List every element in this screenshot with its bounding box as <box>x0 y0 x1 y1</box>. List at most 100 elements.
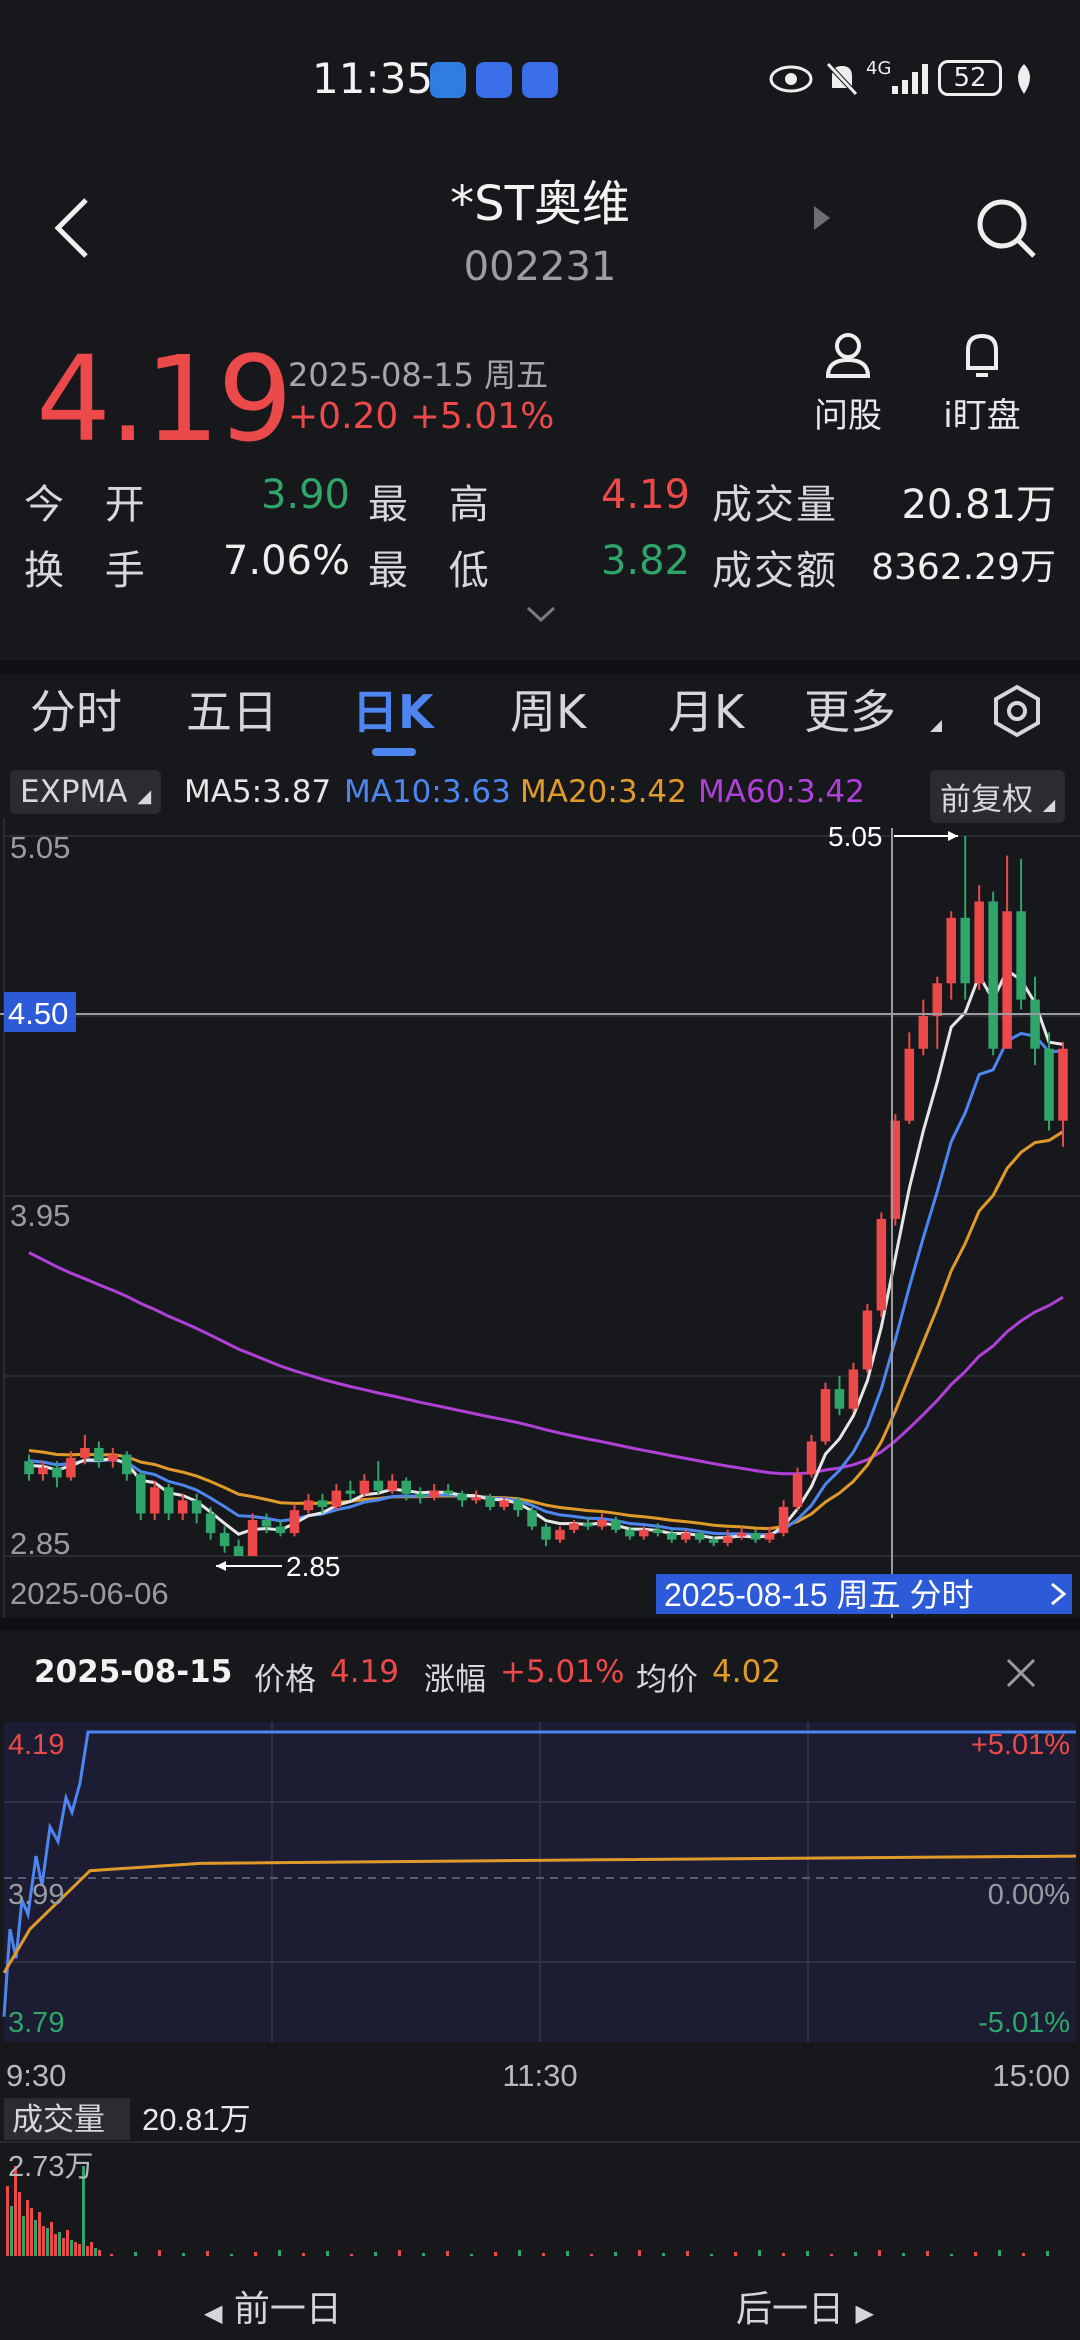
intraday-chart[interactable]: 4.19 3.99 3.79 +5.01% 0.00% -5.01% 9:30 … <box>0 1710 1080 2270</box>
candle-body <box>1002 911 1012 1049</box>
tab-weekly-k[interactable]: 周K <box>510 685 587 739</box>
candle-body <box>960 917 970 984</box>
prev-day-button[interactable]: ◀ 前一日 <box>204 2280 342 2332</box>
candle-body <box>429 1490 439 1498</box>
watch-alert-button[interactable]: i盯盘 <box>922 330 1042 437</box>
next-stock-arrow-icon[interactable] <box>812 204 832 232</box>
volume-bar <box>326 2251 329 2256</box>
candle-body <box>876 1218 887 1311</box>
candle-body <box>680 1533 691 1540</box>
status-time: 11:35 <box>312 54 434 103</box>
back-arrow-icon[interactable] <box>52 196 92 260</box>
candle-body <box>373 1480 384 1491</box>
volume-bar <box>422 2253 425 2256</box>
x-tick-noon: 11:30 <box>502 2058 577 2093</box>
ma10-line <box>28 1031 1064 1537</box>
candle-body <box>513 1500 523 1511</box>
candle-body <box>80 1448 90 1458</box>
candle-body <box>708 1539 719 1543</box>
volume-bar <box>494 2252 497 2256</box>
ma60-line <box>28 1251 1064 1476</box>
volume-bar <box>518 2250 521 2256</box>
candle-body <box>66 1457 76 1478</box>
candle-body <box>918 1016 929 1049</box>
prev-triangle-icon: ◀ <box>204 2299 223 2327</box>
candle-body <box>625 1529 635 1537</box>
volume-bar <box>446 2251 449 2256</box>
tab-monthly-k[interactable]: 月K <box>668 685 745 739</box>
adjust-selector-label: 前复权 <box>940 782 1033 818</box>
candle-body <box>233 1546 244 1556</box>
candle-body <box>163 1487 174 1514</box>
leaf-icon <box>1018 64 1030 94</box>
ma60-polyline <box>28 1251 1064 1476</box>
intraday-pct-mid: 0.00% <box>988 1879 1070 1911</box>
ma5-value: MA5:3.87 <box>184 774 332 810</box>
candle-body <box>778 1506 789 1534</box>
volume-bar <box>42 2226 45 2256</box>
kline-grid <box>3 818 1080 1618</box>
quote-date: 2025-08-15 周五 <box>288 356 549 394</box>
candle-body <box>219 1533 230 1547</box>
volume-bar <box>46 2228 49 2256</box>
candle-body <box>904 1048 915 1121</box>
stock-code: 002231 <box>463 244 617 290</box>
volume-bar <box>734 2252 737 2256</box>
turnover-label: 换 手 <box>24 548 159 594</box>
expand-chevron-icon[interactable] <box>526 606 556 624</box>
bell-icon <box>966 333 998 377</box>
indicator-selector[interactable]: EXPMA ◢ <box>10 770 162 814</box>
volume-bar <box>54 2234 57 2256</box>
volume-bar <box>998 2250 1001 2256</box>
next-day-button[interactable]: 后一日 ▶ <box>736 2280 874 2332</box>
active-tab-underline <box>372 748 416 756</box>
tab-five-day[interactable]: 五日 <box>186 685 278 739</box>
x-start-date: 2025-06-06 <box>10 1576 169 1611</box>
min-arrow-head <box>216 1561 226 1571</box>
price-change: +0.20 +5.01% <box>288 396 555 437</box>
settings-icon[interactable] <box>990 684 1044 738</box>
volume-bar <box>1022 2253 1025 2256</box>
next-triangle-icon: ▶ <box>855 2299 874 2327</box>
volume-bar <box>50 2222 53 2256</box>
close-icon[interactable] <box>1004 1656 1038 1690</box>
candle-body <box>317 1500 328 1507</box>
intraday-change: +5.01% <box>500 1654 625 1690</box>
candle-body <box>988 901 998 1049</box>
next-day-label: 后一日 <box>736 2289 845 2330</box>
candle-body <box>457 1493 467 1501</box>
intraday-date: 2025-08-15 <box>34 1654 233 1690</box>
candle-body <box>848 1369 859 1409</box>
intraday-change-label: 涨幅 <box>424 1662 486 1698</box>
volume-bar <box>398 2250 401 2256</box>
adjust-selector[interactable]: 前复权 ◢ <box>930 770 1066 823</box>
search-icon[interactable] <box>974 196 1038 260</box>
max-arrow-head <box>948 831 958 841</box>
network-label: 4G <box>866 58 892 79</box>
candle-body <box>750 1533 761 1540</box>
selected-date-badge[interactable] <box>656 1574 1072 1614</box>
kline-chart[interactable]: 4.50 5.05 3.95 2.85 2025-06-06 5.05 2.85… <box>0 818 1080 1618</box>
volume-bar <box>34 2220 37 2256</box>
candle-body <box>471 1497 481 1501</box>
candle-body <box>136 1474 146 1514</box>
volume-bar <box>878 2250 881 2256</box>
volume-bar <box>230 2254 233 2256</box>
candle-body <box>359 1480 370 1494</box>
tab-more[interactable]: 更多 <box>804 685 896 739</box>
watch-alert-label: i盯盘 <box>943 396 1021 436</box>
candle-body <box>541 1526 551 1540</box>
ask-stock-button[interactable]: 问股 <box>788 330 908 437</box>
tab-intraday[interactable]: 分时 <box>30 685 122 739</box>
volume-bar <box>902 2253 905 2256</box>
volume-bar <box>6 2186 9 2256</box>
volume-bar <box>134 2252 137 2256</box>
candle-body <box>569 1523 579 1530</box>
candle-body <box>94 1448 104 1462</box>
tab-daily-k[interactable]: 日K <box>352 685 434 739</box>
volume-bar <box>86 2246 89 2256</box>
volume-bar <box>110 2254 113 2256</box>
section-divider <box>0 1618 1080 1630</box>
candle-body <box>862 1310 873 1370</box>
baidu-notification-icon-2 <box>522 62 558 98</box>
